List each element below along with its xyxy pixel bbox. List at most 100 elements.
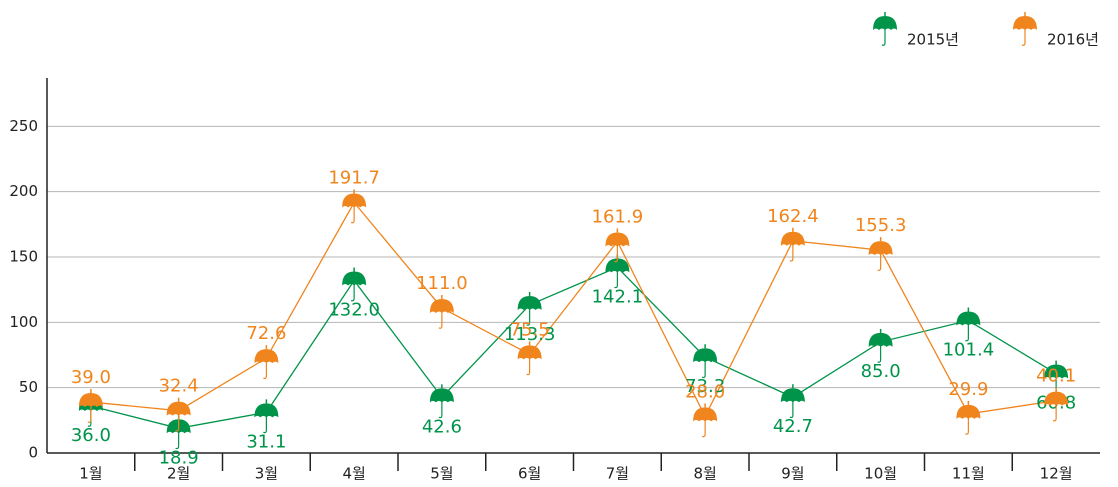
umbrella-canopy: [693, 348, 718, 363]
umbrella-handle: [614, 245, 618, 263]
umbrella-canopy: [254, 403, 279, 418]
x-tick-label: 1월: [79, 465, 102, 483]
data-label: 101.4: [943, 340, 995, 361]
y-tick-label: 50: [19, 378, 38, 396]
data-label: 18.9: [159, 447, 199, 468]
umbrella-handle: [350, 206, 355, 224]
umbrella-marker: [1044, 387, 1069, 422]
umbrella-handle: [965, 324, 969, 342]
umbrella-canopy: [78, 393, 103, 408]
data-label: 36.0: [71, 425, 111, 446]
umbrella-marker: [956, 307, 981, 342]
umbrella-marker: [693, 403, 718, 438]
x-tick-label: 12월: [1040, 465, 1073, 483]
data-label: 132.0: [328, 300, 380, 321]
data-label: 155.3: [855, 215, 907, 236]
umbrella-canopy: [605, 232, 630, 247]
umbrella-handle: [965, 417, 969, 435]
data-label: 40.1: [1036, 366, 1076, 387]
umbrella-marker: [693, 344, 718, 379]
umbrella-handle: [526, 308, 531, 326]
y-tick-label: 250: [9, 117, 38, 135]
umbrella-handle: [789, 401, 794, 419]
umbrella-marker: [517, 341, 542, 376]
umbrella-canopy: [342, 193, 367, 208]
umbrella-marker: [605, 228, 630, 263]
umbrella-handle: [1021, 29, 1026, 46]
x-tick-label: 6월: [518, 465, 541, 483]
series-line: [90, 266, 1057, 429]
umbrella-canopy: [873, 16, 897, 30]
umbrella-canopy: [605, 258, 630, 273]
y-tick-label: 200: [9, 182, 38, 200]
umbrella-marker: [254, 345, 279, 379]
umbrella-canopy: [1013, 16, 1037, 30]
umbrella-marker: [429, 384, 454, 419]
legend-item: 2015년: [873, 12, 959, 49]
umbrella-marker: [166, 397, 191, 432]
umbrella-handle: [1052, 404, 1057, 422]
umbrella-handle: [175, 432, 180, 450]
umbrella-handle: [263, 362, 267, 379]
umbrella-handle: [789, 244, 794, 262]
umbrella-canopy: [166, 401, 191, 416]
x-tick-label: 9월: [781, 465, 804, 483]
umbrella-canopy: [517, 345, 542, 360]
umbrella-marker: [868, 328, 893, 363]
umbrella-canopy: [429, 388, 454, 403]
umbrella-canopy: [956, 404, 981, 419]
x-tick-label: 5월: [430, 465, 453, 483]
data-label: 142.1: [592, 286, 644, 307]
x-tick-label: 4월: [342, 465, 365, 483]
umbrella-marker: [342, 267, 367, 302]
x-tick-label: 7월: [606, 465, 629, 483]
data-label: 32.4: [159, 376, 199, 397]
umbrella-canopy: [868, 241, 893, 256]
data-label: 29.9: [948, 379, 988, 400]
data-label: 75.5: [510, 319, 550, 340]
umbrella-handle: [701, 420, 706, 438]
umbrella-marker: [254, 399, 279, 434]
data-label: 42.6: [422, 416, 462, 437]
umbrella-handle: [526, 358, 531, 376]
data-label: 161.9: [592, 206, 644, 227]
umbrella-handle: [263, 416, 267, 434]
umbrella-handle: [881, 29, 886, 46]
umbrella-canopy: [1044, 391, 1069, 406]
data-label: 113.3: [504, 324, 556, 345]
umbrella-handle: [350, 284, 355, 302]
umbrella-handle: [877, 345, 882, 363]
umbrella-marker: [517, 291, 542, 326]
umbrella-handle: [438, 401, 443, 419]
umbrella-handle: [438, 311, 443, 329]
x-tick-label: 2월: [167, 465, 190, 483]
umbrella-marker: [956, 400, 981, 435]
umbrella-marker: [78, 389, 103, 423]
legend-item: 2016년: [1013, 12, 1099, 49]
y-tick-label: 0: [28, 444, 38, 462]
x-tick-label: 3월: [255, 465, 278, 483]
data-label: 191.7: [328, 168, 380, 189]
umbrella-canopy: [780, 388, 805, 403]
data-label: 39.0: [71, 367, 111, 388]
umbrella-handle: [87, 406, 92, 423]
umbrella-marker: [780, 227, 805, 262]
umbrella-canopy: [780, 231, 805, 246]
x-tick-label: 10월: [864, 465, 897, 483]
legend-label: 2015년: [907, 31, 959, 49]
umbrella-marker: [342, 189, 367, 224]
data-label: 111.0: [416, 273, 468, 294]
umbrella-handle: [614, 271, 618, 289]
data-label: 85.0: [861, 361, 901, 382]
umbrella-marker: [780, 384, 805, 419]
umbrella-canopy: [868, 332, 893, 347]
data-label: 28.0: [685, 381, 725, 402]
umbrella-handle: [701, 361, 706, 379]
umbrella-handle: [87, 409, 92, 427]
data-label: 31.1: [246, 431, 286, 452]
umbrella-handle: [877, 254, 882, 271]
umbrella-handle: [175, 414, 180, 432]
umbrella-canopy: [693, 407, 718, 422]
data-label: 73.3: [685, 376, 725, 397]
